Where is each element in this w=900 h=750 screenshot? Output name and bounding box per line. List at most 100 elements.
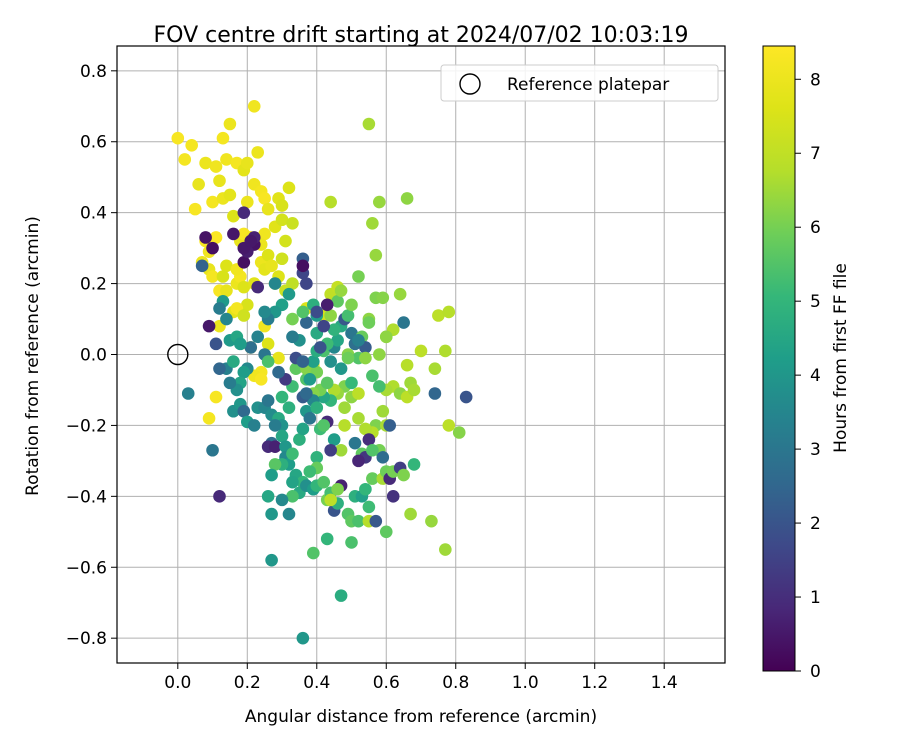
data-point bbox=[286, 277, 299, 290]
data-point bbox=[369, 514, 383, 528]
x-tick-label: 1.2 bbox=[581, 673, 608, 693]
data-point bbox=[376, 291, 390, 305]
data-point bbox=[286, 330, 299, 344]
data-point bbox=[286, 490, 299, 503]
data-point bbox=[407, 383, 421, 397]
legend-box bbox=[440, 64, 719, 102]
data-point bbox=[268, 458, 282, 471]
data-point bbox=[327, 433, 341, 446]
data-point bbox=[237, 404, 251, 418]
data-point bbox=[282, 181, 296, 195]
data-point bbox=[324, 195, 337, 209]
data-point bbox=[247, 99, 261, 113]
data-point bbox=[261, 248, 275, 262]
data-point bbox=[386, 490, 400, 503]
data-point bbox=[275, 252, 289, 266]
data-point bbox=[334, 284, 348, 297]
data-point bbox=[300, 316, 313, 329]
chart-title: FOV centre drift starting at 2024/07/02 … bbox=[154, 23, 689, 48]
data-point bbox=[345, 376, 358, 390]
data-point bbox=[373, 380, 386, 393]
data-point bbox=[362, 433, 376, 446]
data-point bbox=[320, 298, 334, 312]
data-point bbox=[324, 309, 337, 322]
data-point bbox=[181, 387, 195, 400]
data-point bbox=[334, 443, 348, 457]
data-point bbox=[254, 373, 268, 386]
data-point bbox=[310, 401, 324, 414]
data-point bbox=[282, 507, 296, 521]
data-point bbox=[338, 419, 351, 432]
data-point bbox=[286, 475, 299, 489]
legend: Reference platepar bbox=[440, 64, 719, 102]
data-point bbox=[313, 341, 327, 354]
data-point bbox=[366, 369, 379, 383]
data-point bbox=[265, 259, 278, 273]
reference-point-layer bbox=[167, 343, 189, 366]
data-point bbox=[216, 131, 230, 145]
data-point bbox=[442, 419, 456, 432]
data-point bbox=[359, 482, 372, 496]
data-point bbox=[306, 546, 320, 560]
data-point bbox=[209, 160, 223, 173]
data-point bbox=[362, 500, 376, 514]
colorbar-tick-label: 1 bbox=[810, 588, 821, 608]
data-point bbox=[296, 422, 310, 436]
data-point bbox=[376, 451, 390, 464]
data-point bbox=[282, 287, 296, 301]
data-point bbox=[237, 365, 251, 379]
y-tick-label: −0.6 bbox=[66, 558, 107, 578]
data-points bbox=[171, 99, 473, 645]
data-point bbox=[397, 316, 410, 329]
data-point bbox=[240, 298, 254, 312]
x-tick-label: 0.0 bbox=[164, 673, 191, 693]
data-point bbox=[209, 231, 223, 244]
data-point bbox=[213, 362, 226, 375]
data-point bbox=[317, 419, 331, 432]
data-point bbox=[223, 117, 237, 131]
colorbar-label: Hours from first FF file bbox=[831, 263, 851, 453]
data-point bbox=[206, 195, 219, 209]
data-point bbox=[237, 256, 251, 269]
data-point bbox=[251, 146, 265, 159]
data-point bbox=[275, 390, 289, 404]
data-point bbox=[258, 227, 271, 241]
data-point bbox=[352, 454, 365, 468]
data-point bbox=[428, 387, 442, 400]
data-point bbox=[188, 202, 202, 216]
data-point bbox=[213, 174, 226, 188]
data-point bbox=[240, 156, 254, 170]
data-point bbox=[286, 447, 299, 461]
colorbar: 0 1 2 3 4 5 6 7 8 Hours from first FF file bbox=[762, 45, 851, 682]
data-point bbox=[213, 490, 226, 503]
data-point bbox=[359, 351, 372, 365]
colorbar-tick-label: 5 bbox=[810, 292, 821, 312]
legend-marker-open-circle bbox=[459, 73, 481, 95]
data-point bbox=[275, 493, 289, 507]
data-point bbox=[407, 458, 421, 471]
data-point bbox=[379, 330, 393, 344]
data-point bbox=[296, 305, 310, 319]
data-point bbox=[310, 451, 324, 464]
data-point bbox=[272, 365, 285, 379]
x-tick-label: 0.8 bbox=[442, 673, 469, 693]
data-point bbox=[366, 443, 379, 457]
data-point bbox=[300, 277, 313, 290]
data-point bbox=[334, 589, 348, 602]
x-tick-label: 0.2 bbox=[234, 673, 261, 693]
colorbar-tick-label: 0 bbox=[810, 662, 821, 682]
data-point bbox=[296, 631, 310, 645]
data-point bbox=[331, 482, 344, 496]
data-point bbox=[237, 309, 251, 322]
data-point bbox=[452, 426, 466, 439]
data-point bbox=[310, 305, 324, 319]
data-point bbox=[265, 468, 278, 482]
data-point bbox=[428, 362, 442, 375]
data-point bbox=[352, 334, 365, 347]
data-point bbox=[414, 344, 428, 358]
x-tick-label: 0.6 bbox=[373, 673, 400, 693]
data-point bbox=[331, 295, 344, 308]
data-point bbox=[459, 390, 473, 404]
data-point bbox=[261, 355, 275, 368]
